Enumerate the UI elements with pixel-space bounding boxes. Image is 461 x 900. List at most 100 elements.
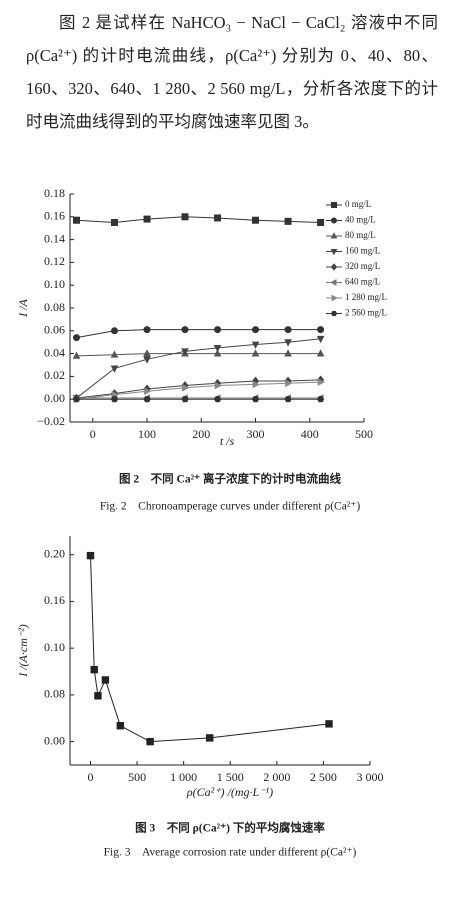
marker [252,380,260,389]
legend-marker [330,232,338,239]
marker [284,326,292,334]
marker [213,349,222,357]
x-tick-label: 200 [192,427,210,441]
series-line [76,216,321,224]
y-tick-label: 0.16 [44,593,65,607]
legend-marker [331,217,337,224]
series-line [76,381,321,400]
legend-label: 1 280 mg/L [345,292,387,302]
y-tick-label: 0.12 [44,254,65,268]
y-tick-label: 0.08 [44,687,65,701]
y-tick-label: 0.10 [44,277,65,291]
marker [116,722,125,730]
y-tick-label: 0.14 [44,231,65,245]
marker [285,379,293,388]
legend-marker [330,310,338,317]
x-tick-label: 0 [90,427,96,441]
y-tick-label: 0.02 [44,368,65,382]
legend-label: 40 mg/L [345,215,376,225]
caption-en: Fig. 2 Chronoamperage curves under diffe… [100,501,360,513]
y-axis-label: I /(A·cm⁻²) [16,624,30,678]
marker [206,734,214,742]
marker [251,349,260,357]
y-tick-label: 0.00 [44,391,65,405]
y-tick-label: 0.06 [44,323,65,337]
x-axis-label: t /s [220,434,235,448]
marker [284,396,292,403]
x-tick-label: 300 [247,427,265,441]
marker [252,326,260,334]
marker [181,213,189,221]
y-axis-label: I /A [16,299,30,318]
legend-marker [331,294,338,302]
marker [110,396,119,403]
y-tick-label: 0.08 [44,300,65,314]
caption-cn: 图 2 不同 Ca²⁺ 离子浓度下的计时电流曲线 [119,472,341,486]
y-tick-label: 0.10 [44,640,65,654]
x-tick-label: 500 [355,427,373,441]
y-tick-label: 0.04 [44,345,65,359]
marker [181,348,189,356]
series-line [76,379,321,399]
y-tick-label: −0.02 [37,414,65,428]
marker [252,216,260,224]
marker [72,351,81,359]
marker [214,214,222,222]
marker [143,215,151,223]
marker [143,356,151,364]
marker [181,326,189,334]
marker [146,737,154,746]
legend-label: 80 mg/L [345,230,376,240]
marker [251,341,260,349]
y-tick-label: 0.16 [44,209,65,223]
marker [181,396,189,403]
marker [316,335,325,344]
caption-en: Fig. 3 Average corrosion rate under diff… [104,847,357,859]
marker [284,349,292,357]
legend-marker [330,263,338,271]
marker [73,334,81,342]
marker [214,381,222,390]
series-line [76,353,321,357]
marker [284,217,292,225]
marker [110,219,118,226]
x-tick-label: 2 500 [310,770,337,784]
marker [317,378,325,386]
x-tick-label: 2 000 [263,770,290,784]
marker [101,676,110,684]
marker [251,396,260,403]
x-tick-label: 1 000 [170,770,197,784]
marker [317,219,325,226]
marker [182,383,190,392]
legend-marker [330,279,337,286]
marker [143,396,151,403]
legend-label: 0 mg/L [345,199,371,209]
legend-marker [331,202,337,208]
x-tick-label: 1 500 [217,770,244,784]
marker [284,339,292,347]
series-line [89,555,330,743]
caption-cn: 图 3 不同 ρ(Ca²⁺) 下的平均腐蚀速率 [135,821,325,835]
y-tick-label: 0.00 [44,733,65,747]
marker [214,326,222,334]
x-tick-label: 500 [128,770,146,784]
x-tick-label: 3 000 [357,770,384,784]
marker [144,387,152,396]
x-tick-label: 100 [138,427,156,441]
marker [325,720,333,728]
marker [317,326,325,334]
series-line [76,338,321,399]
marker [86,551,95,560]
legend-label: 2 560 mg/L [345,308,387,318]
y-tick-label: 0.18 [44,186,65,200]
marker [110,327,118,335]
x-tick-label: 0 [87,770,93,784]
marker [213,396,222,403]
marker [72,396,81,403]
marker [90,665,98,674]
marker [317,396,325,403]
marker [316,349,325,357]
marker [143,349,151,357]
